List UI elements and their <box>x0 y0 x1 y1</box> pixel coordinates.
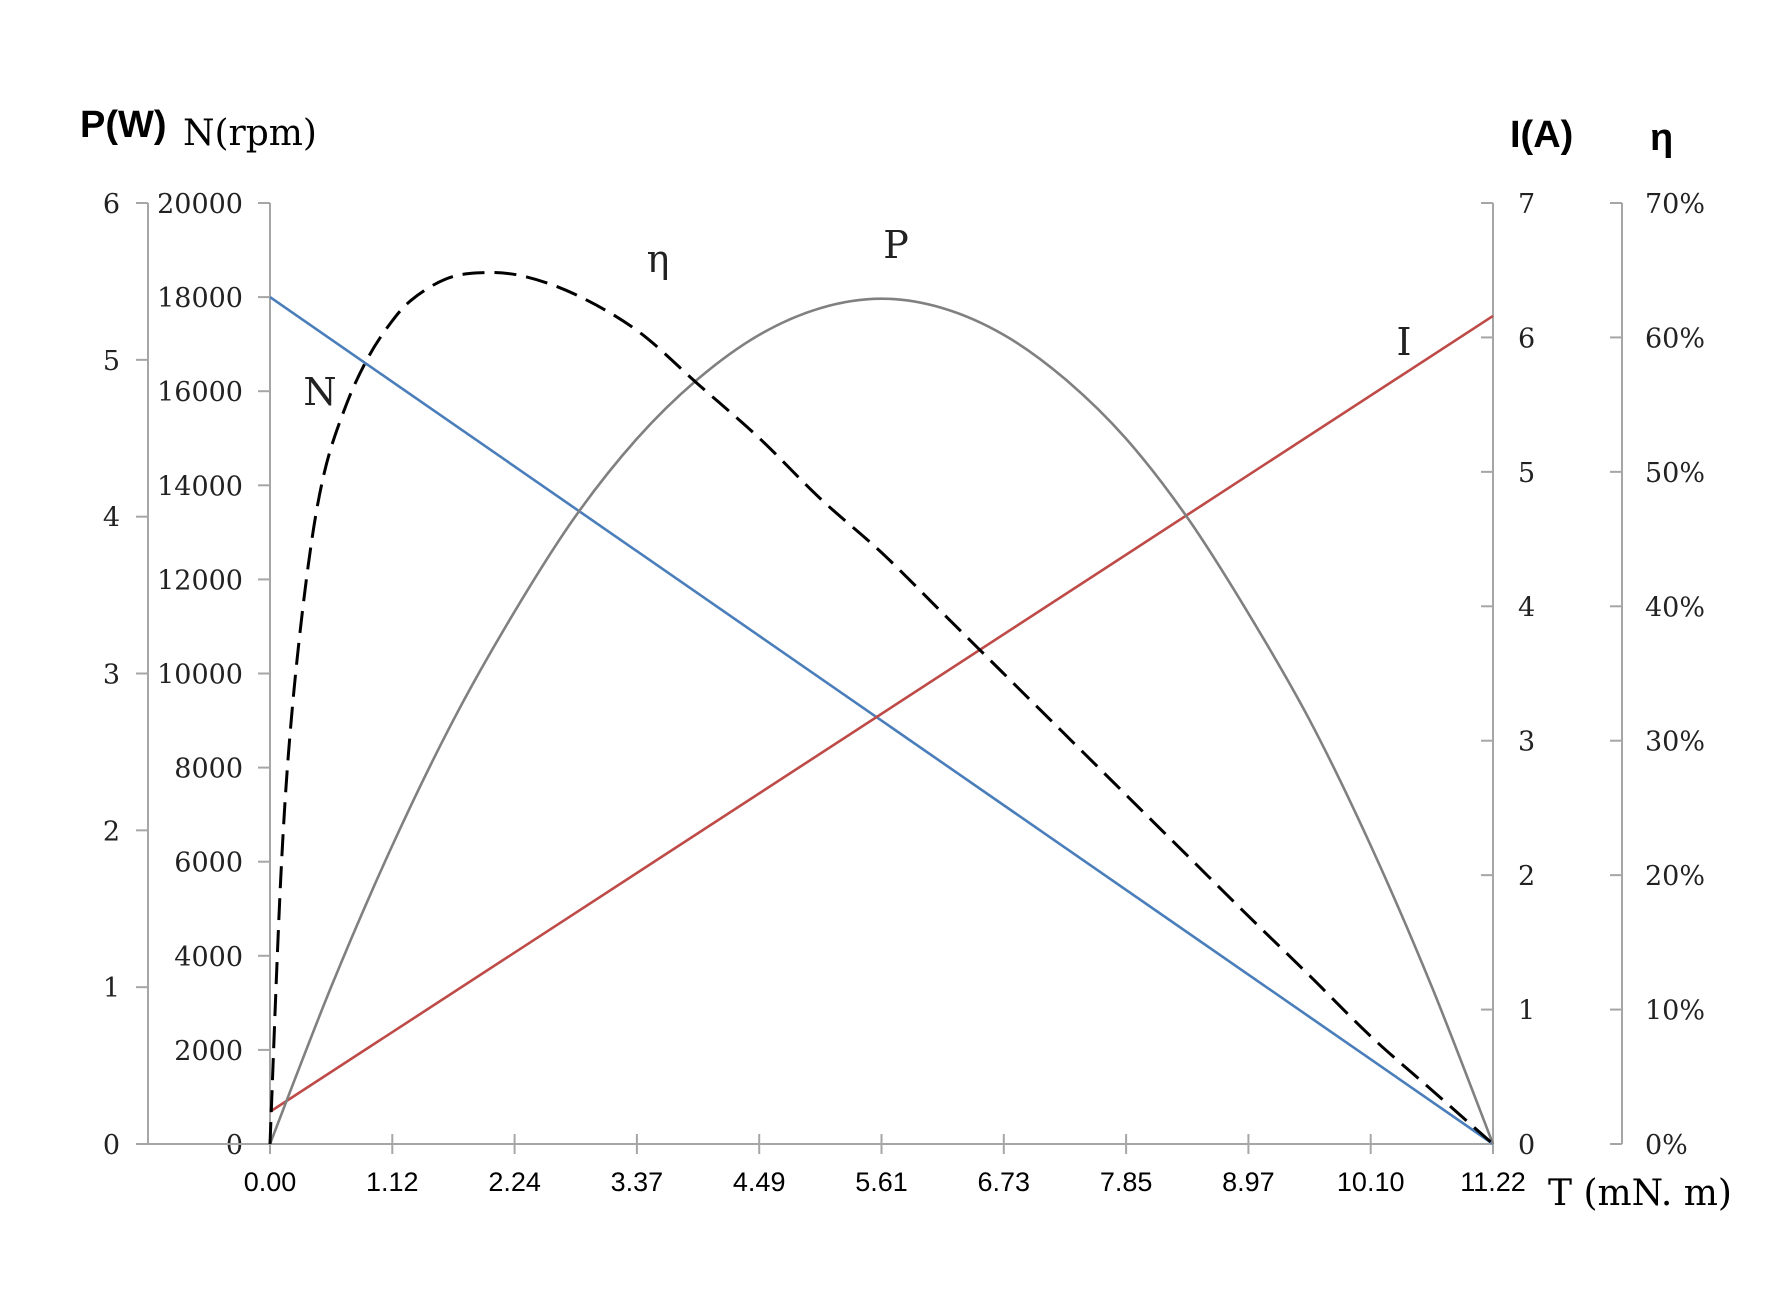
n-tick-label: 0 <box>226 1130 243 1161</box>
curve-label-n: N <box>303 370 336 414</box>
i-tick-label: 2 <box>1518 861 1535 892</box>
eta-tick-label: 30% <box>1645 727 1705 758</box>
n-tick-label: 10000 <box>157 660 243 691</box>
n-axis-title: N(rpm) <box>183 113 317 154</box>
x-tick-label: 0.00 <box>244 1167 297 1197</box>
eta-axis-title: η <box>1650 117 1673 159</box>
i-tick-label: 0 <box>1518 1130 1535 1161</box>
curve-label-i: I <box>1396 320 1411 364</box>
n-tick-label: 4000 <box>174 942 243 973</box>
x-tick-label: 6.73 <box>978 1167 1031 1197</box>
p-tick-label: 2 <box>103 816 120 847</box>
eta-tick-label: 10% <box>1645 996 1705 1027</box>
n-tick-label: 18000 <box>157 283 243 314</box>
i-axis-title: I(A) <box>1510 114 1573 156</box>
axes-layer: 0 1 2 3 4 5 6 0 2000 4000 6000 8000 10000 12000 14000 1… <box>103 189 1705 1197</box>
n-tick-label: 8000 <box>174 754 243 785</box>
series-line-eta <box>268 271 1494 1146</box>
i-tick-label: 7 <box>1518 189 1535 220</box>
eta-tick-label: 50% <box>1645 458 1705 489</box>
p-tick-label: 5 <box>103 346 120 377</box>
curve-label-eta: η <box>647 237 670 281</box>
x-tick-label: 7.85 <box>1100 1167 1153 1197</box>
i-tick-label: 3 <box>1518 727 1535 758</box>
series-line-i <box>269 314 1494 1113</box>
x-axis-title: T (mN. m) <box>1548 1173 1732 1214</box>
eta-tick-label: 60% <box>1645 323 1705 354</box>
i-tick-label: 5 <box>1518 458 1535 489</box>
curve-labels-layer: Nη P I <box>303 223 1411 414</box>
p-axis-title: P(W) <box>80 104 167 146</box>
p-tick-label: 4 <box>103 503 120 534</box>
p-tick-label: 1 <box>103 973 120 1004</box>
x-tick-label: 3.37 <box>611 1167 664 1197</box>
x-tick-label: 10.10 <box>1337 1167 1405 1197</box>
n-tick-label: 2000 <box>174 1036 243 1067</box>
p-tick-label: 6 <box>103 189 120 220</box>
p-tick-label: 0 <box>103 1130 120 1161</box>
n-tick-label: 12000 <box>157 565 243 596</box>
x-tick-label: 5.61 <box>855 1167 908 1197</box>
curve-label-p: P <box>883 223 909 267</box>
x-tick-label: 11.22 <box>1460 1167 1526 1197</box>
n-tick-label: 14000 <box>157 471 243 502</box>
n-tick-label: 16000 <box>157 377 243 408</box>
n-tick-label: 20000 <box>157 189 243 220</box>
x-tick-label: 8.97 <box>1222 1167 1275 1197</box>
series-line-p <box>268 297 1495 1145</box>
series-line-n <box>269 296 1494 1146</box>
eta-tick-label: 0% <box>1645 1130 1688 1161</box>
i-tick-label: 4 <box>1518 592 1535 623</box>
x-tick-label: 1.12 <box>366 1167 419 1197</box>
series-layer <box>268 271 1495 1146</box>
i-tick-label: 6 <box>1518 323 1535 354</box>
eta-tick-label: 70% <box>1645 189 1705 220</box>
eta-tick-label: 40% <box>1645 592 1705 623</box>
eta-tick-label: 20% <box>1645 861 1705 892</box>
x-tick-label: 2.24 <box>488 1167 541 1197</box>
i-tick-label: 1 <box>1518 996 1535 1027</box>
n-tick-label: 6000 <box>174 848 243 879</box>
p-tick-label: 3 <box>103 660 120 691</box>
x-tick-label: 4.49 <box>733 1167 786 1197</box>
